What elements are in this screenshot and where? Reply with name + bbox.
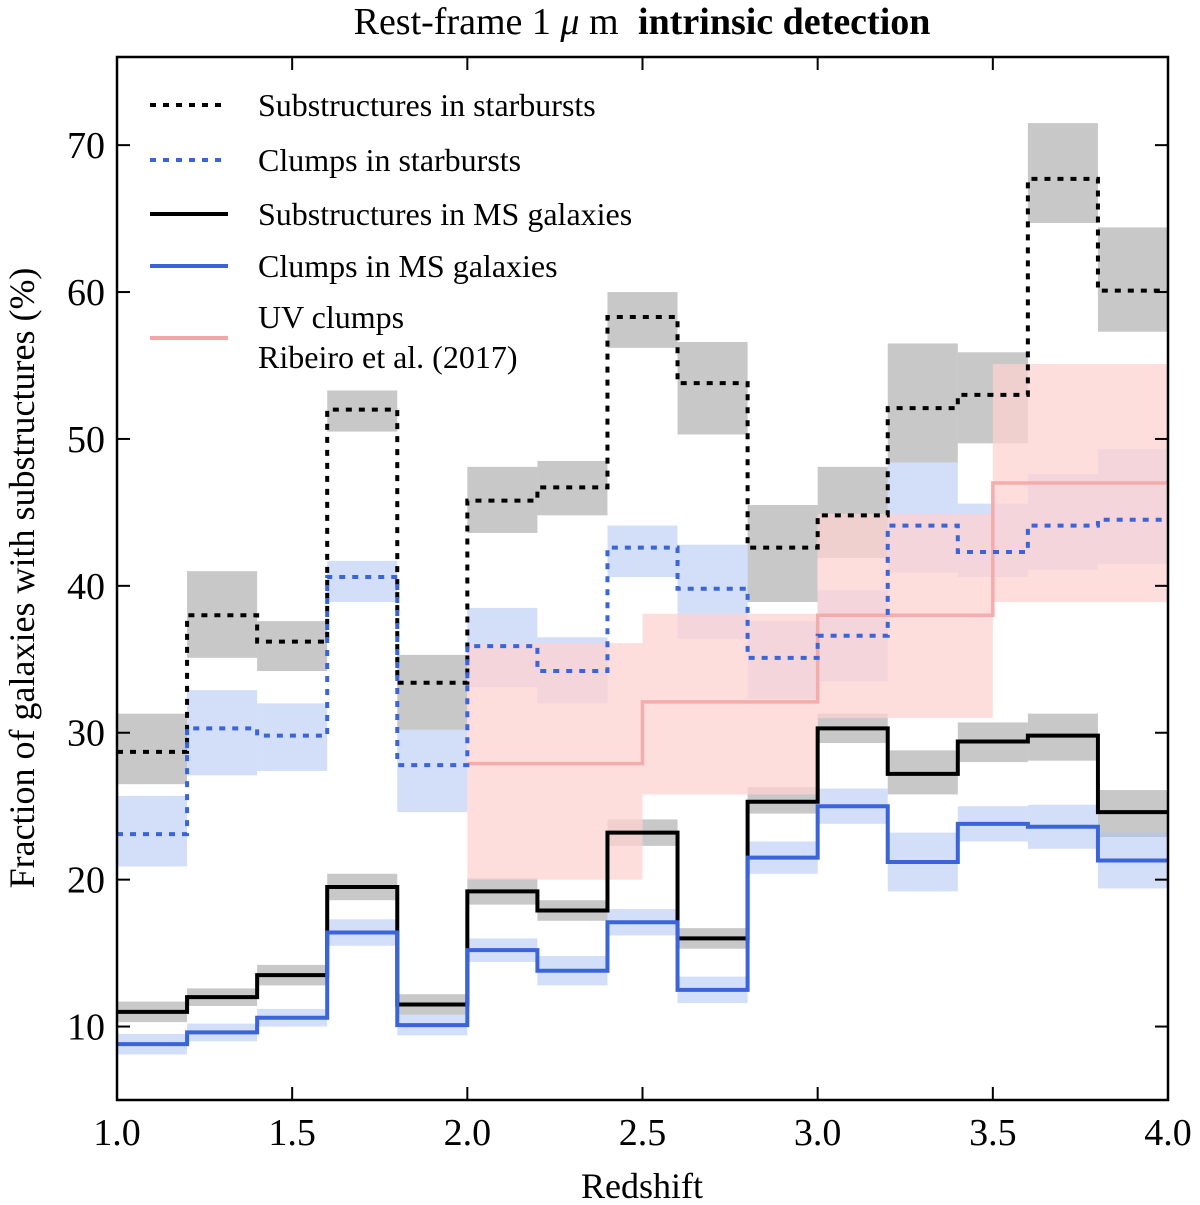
legend-label-ms-substructures: Substructures in MS galaxies (258, 196, 632, 232)
sb-substructures-band (887, 343, 958, 463)
y-tick-label: 30 (67, 713, 105, 755)
uv-clumps-band (642, 613, 818, 795)
error-bands (117, 123, 1168, 1055)
plot-frame (115, 55, 1170, 1102)
sb-substructures-band (747, 505, 818, 603)
y-tick-label: 60 (67, 272, 105, 314)
sb-clumps-band (117, 795, 188, 867)
y-tick-label: 10 (67, 1007, 105, 1049)
sb-substructures-band (1097, 227, 1168, 332)
legend-label-uv-clumps-1: UV clumps (258, 299, 404, 335)
x-tick-label: 3.5 (969, 1112, 1017, 1154)
sb-clumps-line (117, 517, 1168, 837)
x-tick-label: 3.0 (794, 1112, 842, 1154)
x-tick-label: 2.0 (444, 1112, 492, 1154)
sb-substructures-band (187, 571, 258, 658)
y-tick-label: 50 (67, 419, 105, 461)
legend-label-uv-clumps-2: Ribeiro et al. (2017) (258, 339, 517, 375)
ms-clumps-line (117, 804, 1168, 1047)
x-tick-label: 1.5 (268, 1112, 316, 1154)
series-lines (117, 176, 1168, 1047)
y-tick-label: 70 (67, 125, 105, 167)
sb-substructures-band (257, 621, 328, 672)
y-axis-title: Fraction of galaxies with substructures … (2, 268, 42, 889)
sb-clumps-band (327, 560, 398, 603)
sb-substructures-band (1027, 123, 1098, 223)
axis-ticks: 1.0 1.5 2.0 2.5 3.0 3.5 4.0 10 20 30 40 50 60 70 (67, 57, 1192, 1154)
uv-clumps-band (467, 643, 643, 880)
sb-clumps-band (187, 690, 258, 776)
title-bold: intrinsic detection (638, 1, 930, 43)
sb-substructures-band (117, 713, 188, 785)
legend-label-sb-clumps: Clumps in starbursts (258, 142, 521, 178)
sb-substructures-band (397, 654, 468, 730)
legend: Substructures in starbursts Clumps in sta… (150, 87, 632, 375)
sb-clumps-band (397, 729, 468, 813)
y-tick-label: 20 (67, 860, 105, 902)
title-normal: Rest-frame 1 (354, 1, 551, 43)
x-tick-label: 2.5 (619, 1112, 667, 1154)
sb-substructures-band (607, 292, 678, 348)
y-tick-label: 40 (67, 566, 105, 608)
chart-title: Rest-frame 1 μ m intrinsic detection (354, 1, 931, 43)
legend-label-ms-clumps: Clumps in MS galaxies (258, 248, 558, 284)
title-mu: μ (559, 1, 579, 43)
x-tick-label: 1.0 (93, 1112, 141, 1154)
sb-substructures-band (677, 341, 748, 435)
ms-substructures-line (117, 726, 1168, 1014)
x-axis-title: Redshift (581, 1166, 703, 1205)
x-tick-label: 4.0 (1144, 1112, 1192, 1154)
title-unit: m (589, 1, 619, 43)
sb-clumps-band (607, 525, 678, 578)
legend-label-sb-substructures: Substructures in starbursts (258, 87, 596, 123)
